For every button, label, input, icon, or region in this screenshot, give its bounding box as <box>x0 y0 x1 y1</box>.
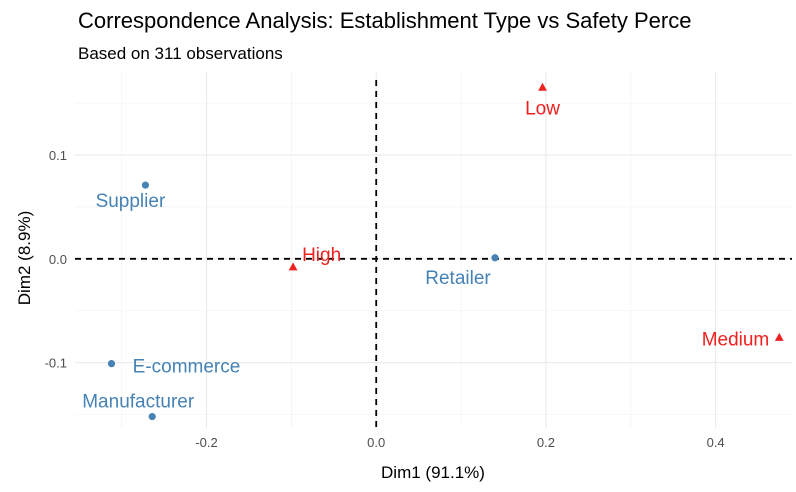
grid-lines <box>75 72 792 428</box>
label-low: Low <box>525 99 560 120</box>
reference-lines <box>75 80 792 428</box>
label-retailer: Retailer <box>425 268 491 289</box>
x-axis-ticks: -0.2 0.0 0.2 0.4 <box>195 435 724 450</box>
x-axis-title: Dim1 (91.1%) <box>381 463 485 482</box>
y-tick-label: 0.1 <box>49 148 67 163</box>
point-high <box>288 262 298 271</box>
point-supplier <box>141 181 150 189</box>
x-tick-label: 0.0 <box>367 435 385 450</box>
chart-title: Correspondence Analysis: Establishment T… <box>78 8 692 33</box>
point-medium <box>774 332 784 341</box>
point-low <box>538 82 547 91</box>
label-medium: Medium <box>702 330 770 351</box>
data-points <box>107 82 784 421</box>
y-axis-title: Dim2 (8.9%) <box>15 211 34 305</box>
y-axis-ticks: -0.1 0.0 0.1 <box>45 148 67 371</box>
label-e-commerce: E-commerce <box>133 357 241 378</box>
y-tick-label: -0.1 <box>45 356 67 371</box>
label-supplier: Supplier <box>96 191 166 212</box>
label-manufacturer: Manufacturer <box>82 392 195 413</box>
point-e-commerce <box>107 360 116 368</box>
label-high: High <box>302 245 341 266</box>
x-tick-label: 0.2 <box>537 435 555 450</box>
point-retailer <box>491 254 499 262</box>
y-tick-label: 0.0 <box>49 252 67 267</box>
chart-subtitle: Based on 311 observations <box>78 44 283 63</box>
point-manufacturer <box>148 412 156 421</box>
x-tick-label: -0.2 <box>195 435 217 450</box>
x-tick-label: 0.4 <box>707 435 725 450</box>
point-labels: Supplier Retailer E-commerce Manufacturer Lo… <box>82 99 769 413</box>
